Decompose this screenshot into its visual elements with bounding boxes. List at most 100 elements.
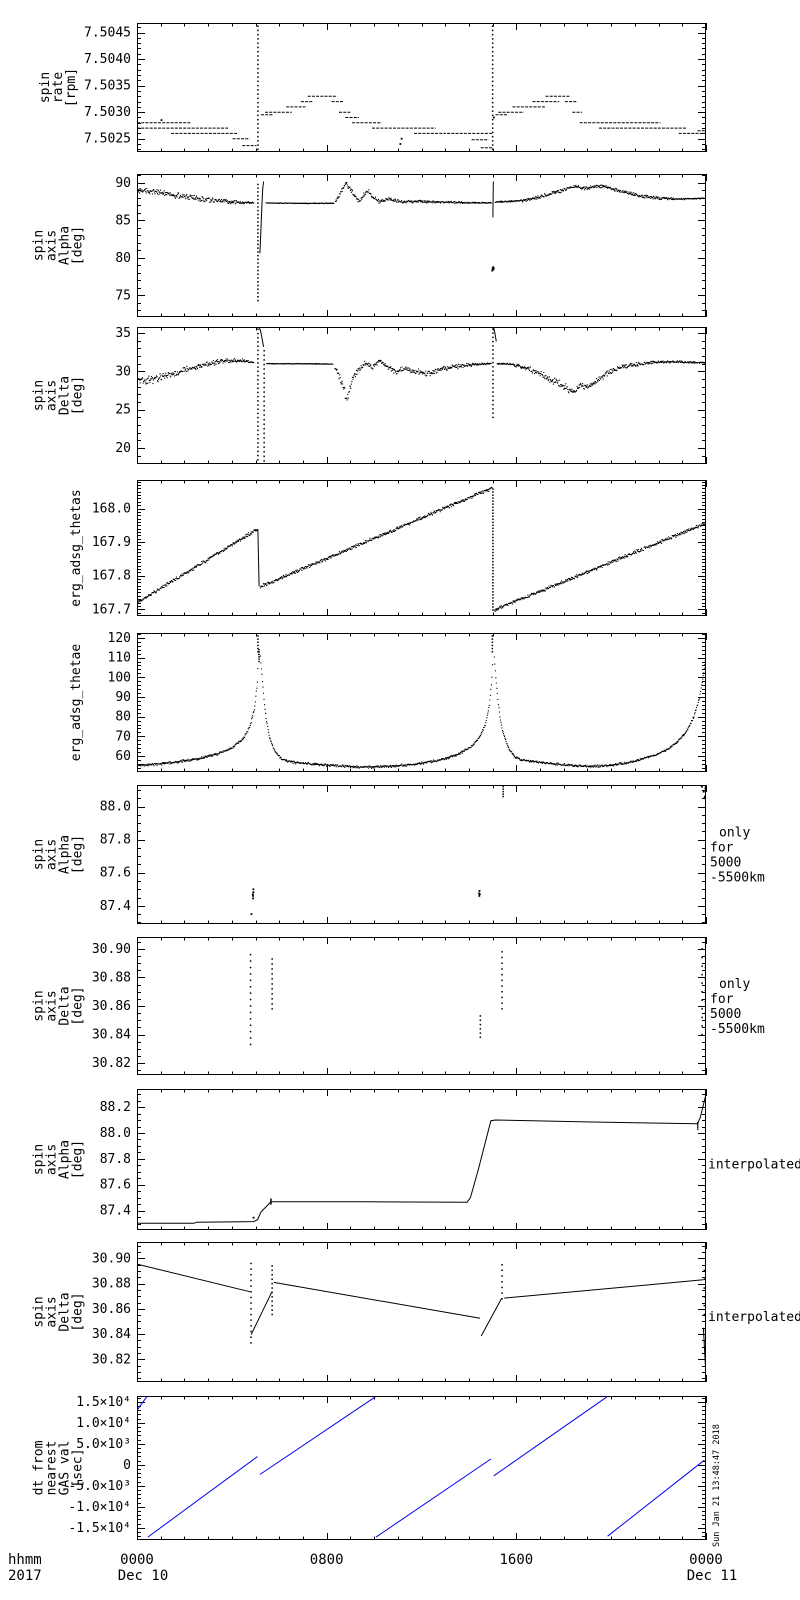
data-line <box>273 1281 481 1319</box>
data-dot <box>492 488 494 490</box>
data-dot <box>263 409 265 412</box>
data-dot <box>492 491 494 493</box>
data-dot <box>701 991 703 993</box>
data-dot <box>257 412 259 415</box>
series-group <box>137 1396 705 1538</box>
data-dot <box>257 127 259 129</box>
data-dot <box>257 284 259 287</box>
data-dot <box>271 1278 273 1280</box>
data-dot <box>491 25 494 27</box>
data-dot <box>257 281 259 283</box>
panel-frame <box>137 174 706 317</box>
y-tick-label: 88.0 <box>100 1126 131 1141</box>
y-tick-label: 30 <box>115 364 131 379</box>
series-group <box>137 486 706 612</box>
y-tick-label: 1.0×10⁴ <box>76 1416 131 1431</box>
data-dot <box>263 391 265 393</box>
data-dot <box>702 790 705 793</box>
data-dot <box>257 224 259 227</box>
data-dot <box>501 1008 503 1010</box>
data-dot <box>257 221 259 223</box>
data-dot <box>491 101 494 104</box>
data-dot <box>704 978 706 980</box>
data-dot <box>491 38 494 40</box>
data-dot <box>263 460 265 462</box>
data-dot <box>257 55 259 57</box>
data-dot <box>701 1008 703 1010</box>
panel-erg-adsg-thetae: 60 70 80 90 100 110 120 erg_adsg_thetae <box>69 631 707 772</box>
data-dot <box>249 1018 252 1020</box>
data-dot <box>271 1287 273 1289</box>
data-dot <box>704 787 706 790</box>
data-dot <box>257 254 259 257</box>
data-dot <box>271 983 273 985</box>
annotation-line: only <box>719 977 750 992</box>
data-dot <box>257 408 259 410</box>
data-dot <box>492 527 494 530</box>
data-dot <box>257 454 259 457</box>
data-dot <box>263 414 265 416</box>
data-dot <box>492 391 494 393</box>
data-scatter <box>265 202 335 205</box>
annotation-line: interpolated <box>708 1158 800 1173</box>
data-dot <box>250 1262 252 1265</box>
data-dot <box>257 29 259 32</box>
data-line <box>480 1298 502 1337</box>
data-dot <box>701 999 703 1001</box>
y-axis-title-line: [deg] <box>71 1292 86 1331</box>
data-dot <box>271 988 273 990</box>
data-dot <box>257 638 259 640</box>
data-dot <box>257 438 259 440</box>
x-axis-year-label: 2017 <box>8 1568 42 1584</box>
data-dot <box>270 1198 272 1200</box>
data-dot <box>492 600 494 602</box>
data-dot <box>251 893 254 896</box>
data-dot <box>492 340 494 343</box>
y-tick-label: -1.5×10⁴ <box>68 1521 131 1536</box>
data-dot <box>491 641 494 643</box>
y-tick-label: 30.88 <box>92 970 131 985</box>
data-dot <box>257 97 259 100</box>
data-dot <box>257 67 259 70</box>
axis-ticks <box>137 174 707 317</box>
x-tick-date-label: Dec 10 <box>118 1568 169 1584</box>
data-dot <box>249 992 252 994</box>
data-dot <box>492 267 495 270</box>
data-dot <box>502 785 504 788</box>
y-axis-title-line: Delta <box>58 376 73 415</box>
series-group <box>137 1094 706 1224</box>
data-dot <box>492 357 494 360</box>
data-dot <box>257 110 259 112</box>
data-dot <box>703 1296 705 1298</box>
data-dot <box>250 1268 252 1270</box>
data-dot <box>271 1291 273 1294</box>
data-dot <box>250 1342 252 1344</box>
data-dot <box>492 606 494 608</box>
data-dot <box>501 1286 503 1289</box>
data-line <box>258 327 265 347</box>
data-dot <box>250 1313 252 1316</box>
data-dot <box>492 530 494 533</box>
y-axis-title-line: dt from <box>32 1440 47 1495</box>
data-line <box>259 1396 376 1475</box>
data-dot <box>250 1302 252 1304</box>
data-dot <box>257 80 259 83</box>
y-tick-label: 60 <box>115 749 131 764</box>
data-dot <box>492 361 494 364</box>
data-dot <box>250 1285 252 1287</box>
data-dot <box>249 1011 252 1014</box>
y-tick-label: 88.0 <box>100 800 131 815</box>
data-dot <box>263 386 265 389</box>
data-dot <box>492 524 494 527</box>
axis-ticks <box>137 327 707 464</box>
y-tick-label: 30.86 <box>92 999 131 1014</box>
data-dot <box>703 1313 705 1316</box>
y-tick-label: 88.2 <box>100 1100 131 1115</box>
data-dot <box>257 118 259 121</box>
data-dot <box>257 84 259 87</box>
data-dot <box>257 644 259 647</box>
